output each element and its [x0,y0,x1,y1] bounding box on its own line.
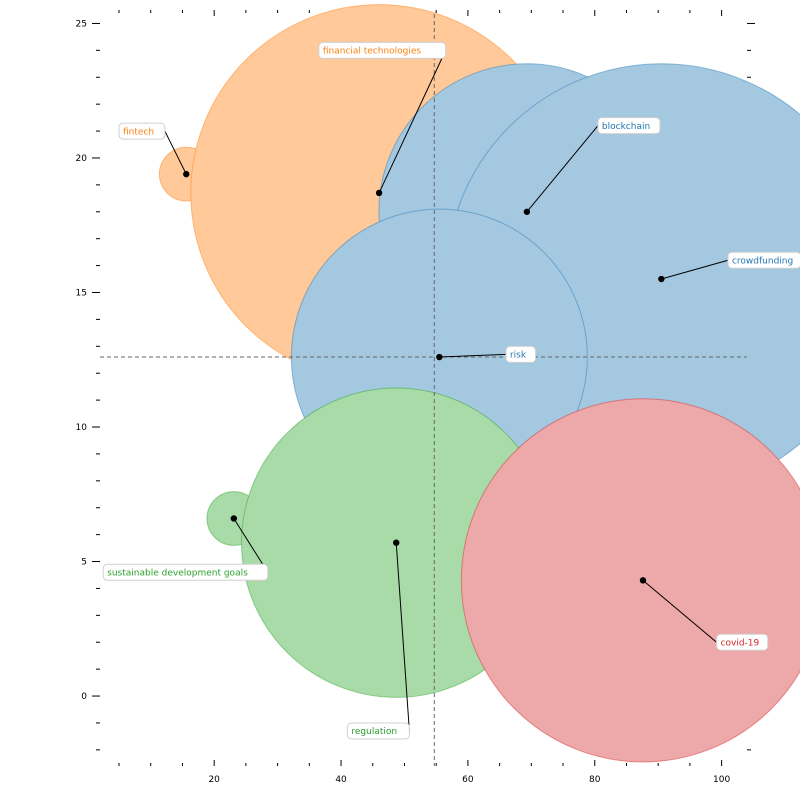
y-tick-label: 20 [76,154,88,164]
leader-line-blockchain [526,125,599,213]
axis-ticks: 20 40 60 80 100 0 5 10 15 20 25 [76,10,755,785]
label-risk: risk [510,351,527,361]
label-covid-19: covid-19 [721,638,760,648]
x-tick-label: 100 [713,775,730,785]
center-dot-sustainable-development-goals [230,515,238,522]
labels: fintech financial technologies blockchain c… [102,41,800,740]
bubbles [158,4,800,763]
y-tick-label: 10 [76,423,88,433]
x-tick-label: 40 [335,775,347,785]
label-box-crowdfunding [727,251,800,269]
label-box-covid-19 [716,633,769,651]
center-dot-fintech [183,170,190,178]
center-dot-risk [436,353,443,361]
label-crowdfunding: crowdfunding [732,256,793,266]
center-dot-blockchain [523,208,531,215]
label-financial-technologies: financial technologies [323,47,422,57]
y-tick-label: 5 [81,558,87,568]
leader-line-covid-19 [642,579,717,643]
reference-lines [100,14,747,766]
center-dot-financial-technologies [375,189,383,197]
label-box-sustainable-development-goals [102,563,269,581]
label-box-financial-technologies [318,41,447,59]
leader-line-regulation [395,542,410,732]
leader-line-financial-technologies [378,50,447,194]
label-box-risk [505,345,537,363]
center-dot-regulation [393,539,400,546]
label-fintech: fintech [123,127,154,137]
leader-line-sustainable-development-goals [233,518,269,573]
leader-line-fintech [164,130,187,175]
center-dot-crowdfunding [658,275,665,283]
label-box-fintech [118,122,166,140]
y-tick-label: 15 [76,288,87,298]
x-tick-label: 60 [462,775,474,785]
leader-line-crowdfunding [661,259,729,280]
label-box-blockchain [597,117,661,135]
label-blockchain: blockchain [602,122,650,132]
label-regulation: regulation [351,727,397,737]
x-tick-label: 20 [208,775,220,785]
y-tick-label: 25 [76,19,87,29]
y-tick-label: 0 [81,692,87,702]
label-sustainable-development-goals: sustainable development goals [107,568,248,578]
center-dot-covid-19 [639,577,647,584]
leader-line-risk [439,353,506,358]
label-box-regulation [346,722,410,740]
x-tick-label: 80 [589,775,601,785]
bubble-covid-19 [460,398,800,763]
